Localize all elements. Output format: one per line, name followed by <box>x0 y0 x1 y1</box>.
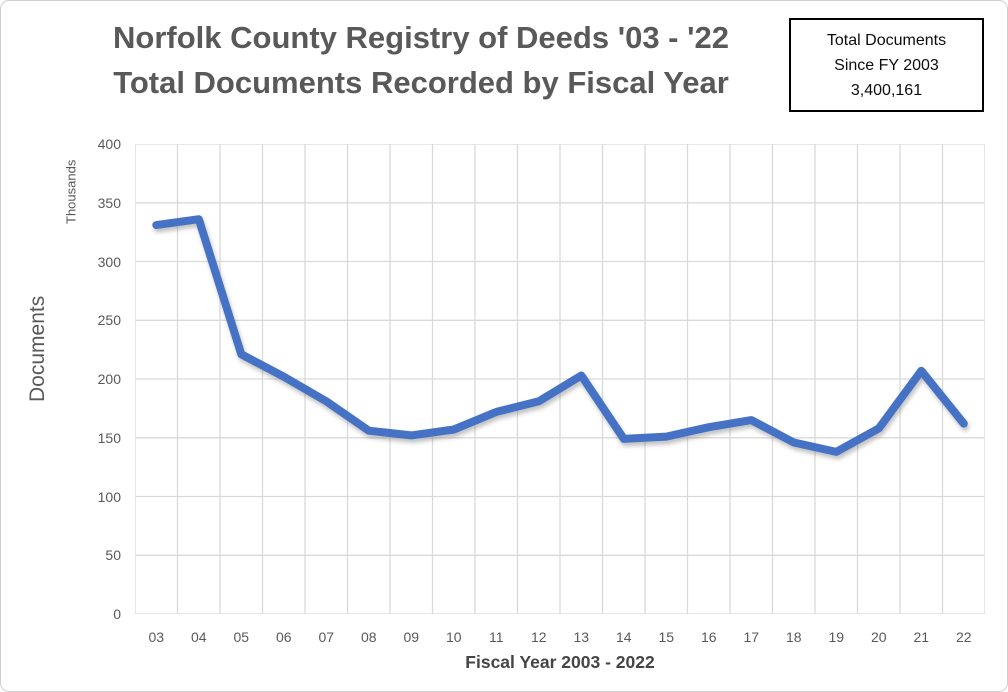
x-tick-label: 07 <box>318 629 335 645</box>
x-tick-label: 10 <box>445 629 462 645</box>
x-tick-label: 19 <box>828 629 845 645</box>
y-tick-label: 250 <box>97 312 121 329</box>
x-tick-label: 08 <box>360 629 377 645</box>
info-box-line2: Since FY 2003 <box>834 56 939 74</box>
total-documents-info-box: Total Documents Since FY 2003 3,400,161 <box>789 18 984 112</box>
x-tick-label: 17 <box>743 629 760 645</box>
x-axis-title: Fiscal Year 2003 - 2022 <box>465 652 655 672</box>
plot-area <box>134 143 986 615</box>
x-tick-label: 05 <box>233 629 250 645</box>
x-tick-label: 16 <box>700 629 717 645</box>
line-chart-svg <box>134 143 986 615</box>
info-box-line1: Total Documents <box>826 31 947 49</box>
x-tick-label: 21 <box>913 629 930 645</box>
y-tick-label: 50 <box>105 547 121 564</box>
x-tick-label: 13 <box>573 629 590 645</box>
x-tick-label: 14 <box>615 629 632 645</box>
x-tick-label: 09 <box>403 629 420 645</box>
x-tick-label: 04 <box>190 629 207 645</box>
x-tick-label: 11 <box>488 629 504 645</box>
y-tick-label: 0 <box>113 606 121 622</box>
x-tick-label: 15 <box>658 629 675 645</box>
y-tick-label: 400 <box>97 136 121 152</box>
y-tick-label: 350 <box>97 194 121 211</box>
y-tick-label: 100 <box>97 488 121 505</box>
y-axis-title: Documents <box>26 295 49 403</box>
info-box-line3: 3,400,161 <box>850 81 923 99</box>
y-tick-label: 150 <box>97 429 121 446</box>
x-tick-label: 12 <box>530 629 547 645</box>
x-tick-label: 06 <box>275 629 292 645</box>
chart-title: Norfolk County Registry of Deeds '03 - '… <box>51 15 791 105</box>
y-tick-label: 200 <box>97 371 121 387</box>
x-tick-label: 03 <box>148 629 165 645</box>
chart-title-line2: Total Documents Recorded by Fiscal Year <box>113 65 729 100</box>
x-tick-label: 20 <box>870 629 887 645</box>
x-tick-label: 22 <box>955 629 972 645</box>
y-tick-label: 300 <box>97 253 121 270</box>
x-tick-label: 18 <box>785 629 802 645</box>
chart-title-line1: Norfolk County Registry of Deeds '03 - '… <box>113 20 729 55</box>
